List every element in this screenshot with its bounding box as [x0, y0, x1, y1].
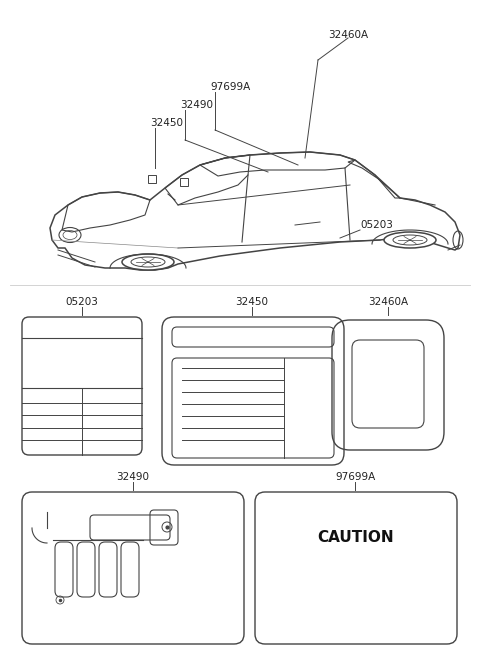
Text: 97699A: 97699A — [210, 82, 250, 92]
Text: 32460A: 32460A — [368, 297, 408, 307]
Text: 32450: 32450 — [236, 297, 268, 307]
Ellipse shape — [122, 254, 174, 270]
Text: 32490: 32490 — [180, 100, 213, 110]
Text: 32450: 32450 — [150, 118, 183, 128]
Text: 32460A: 32460A — [328, 30, 368, 40]
Ellipse shape — [384, 232, 436, 248]
Bar — [148, 175, 156, 183]
Text: 97699A: 97699A — [335, 472, 375, 482]
Text: 32490: 32490 — [117, 472, 149, 482]
Text: 05203: 05203 — [360, 220, 393, 230]
Text: 05203: 05203 — [66, 297, 98, 307]
Text: CAUTION: CAUTION — [318, 530, 394, 545]
Bar — [180, 178, 188, 186]
